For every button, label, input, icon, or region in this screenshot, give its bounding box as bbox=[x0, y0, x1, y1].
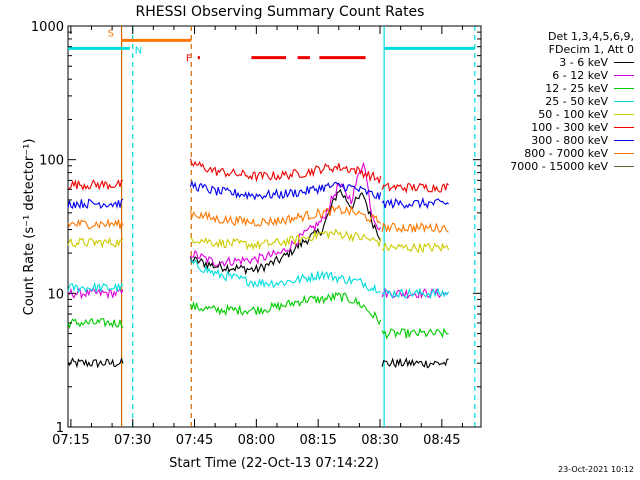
legend-swatch bbox=[614, 75, 634, 76]
series-line bbox=[67, 317, 124, 330]
series-line bbox=[381, 287, 450, 300]
series-line bbox=[381, 357, 449, 369]
flag-label-s: S bbox=[108, 28, 114, 39]
series-line bbox=[381, 327, 449, 340]
legend-swatch bbox=[614, 166, 634, 167]
flag-bars: S N F bbox=[68, 28, 475, 65]
legend-entry-label: 3 - 6 keV bbox=[559, 56, 608, 69]
legend-entry-label: 7000 - 15000 keV bbox=[510, 160, 608, 173]
legend-header-detectors: Det 1,3,4,5,6,9, bbox=[547, 30, 634, 43]
series-line bbox=[67, 281, 124, 294]
y-tick-label: 10 bbox=[47, 287, 64, 302]
series-line bbox=[189, 228, 382, 251]
series-line bbox=[67, 236, 124, 250]
series-line bbox=[67, 287, 124, 300]
legend-entry: 12 - 25 keV bbox=[464, 82, 634, 95]
series-line bbox=[67, 198, 124, 210]
x-tick-label: 08:30 bbox=[361, 433, 398, 448]
series-line bbox=[189, 204, 382, 227]
x-tick-label: 07:15 bbox=[52, 433, 89, 448]
vertical-markers bbox=[120, 26, 476, 427]
plot-frame bbox=[67, 25, 482, 428]
legend-entry: 25 - 50 keV bbox=[464, 95, 634, 108]
legend-entry-label: 300 - 800 keV bbox=[531, 134, 608, 147]
legend-entry: 6 - 12 keV bbox=[464, 69, 634, 82]
series-line bbox=[189, 291, 382, 326]
x-tick-label: 07:30 bbox=[114, 433, 151, 448]
series-line bbox=[381, 241, 450, 254]
legend-entry: 100 - 300 keV bbox=[464, 121, 634, 134]
legend-entry: 300 - 800 keV bbox=[464, 134, 634, 147]
x-tick-label: 08:15 bbox=[299, 433, 336, 448]
legend-entry-label: 6 - 12 keV bbox=[552, 69, 608, 82]
series-line bbox=[67, 217, 124, 230]
series-lines bbox=[67, 158, 450, 369]
x-tick-label: 08:00 bbox=[238, 433, 275, 448]
legend-entry-label: 800 - 7000 keV bbox=[524, 147, 608, 160]
legend-swatch bbox=[614, 101, 634, 102]
legend: Det 1,3,4,5,6,9, FDecim 1, Att 0 3 - 6 k… bbox=[464, 30, 634, 173]
legend-swatch bbox=[614, 140, 634, 141]
y-tick-label: 1000 bbox=[31, 20, 64, 35]
legend-entry: 50 - 100 keV bbox=[464, 108, 634, 121]
series-line bbox=[381, 182, 449, 194]
legend-swatch bbox=[614, 62, 634, 63]
legend-entry: 3 - 6 keV bbox=[464, 56, 634, 69]
x-tick-label: 08:45 bbox=[423, 433, 460, 448]
x-tick-label: 07:45 bbox=[176, 433, 213, 448]
y-axis: 1 10 100 1000 bbox=[31, 20, 481, 436]
y-tick-label: 100 bbox=[39, 154, 64, 169]
series-line bbox=[67, 179, 124, 191]
flag-label-f: F bbox=[186, 54, 192, 65]
legend-entry: 7000 - 15000 keV bbox=[464, 160, 634, 173]
legend-entry-label: 100 - 300 keV bbox=[531, 121, 608, 134]
legend-swatch bbox=[614, 153, 634, 154]
y-tick-label: 1 bbox=[56, 421, 64, 436]
legend-header-decimation: FDecim 1, Att 0 bbox=[548, 43, 634, 56]
series-line bbox=[381, 222, 449, 234]
y-axis-label: Count Rate (s⁻¹ detector⁻¹) bbox=[22, 139, 37, 316]
legend-entry-label: 50 - 100 keV bbox=[538, 108, 608, 121]
series-line bbox=[381, 196, 449, 210]
legend-swatch bbox=[614, 127, 634, 128]
chart-title: RHESSI Observing Summary Count Rates bbox=[136, 4, 425, 20]
legend-entry-label: 12 - 25 keV bbox=[545, 82, 608, 95]
series-line bbox=[190, 161, 382, 268]
x-axis-label: Start Time (22-Oct-13 07:14:22) bbox=[169, 456, 379, 471]
footer-timestamp: 23-Oct-2021 10:12 bbox=[558, 465, 634, 474]
series-line bbox=[189, 188, 382, 276]
series-line bbox=[189, 158, 382, 184]
series-line bbox=[67, 357, 124, 369]
legend-entry-label: 25 - 50 keV bbox=[545, 95, 608, 108]
series-line bbox=[189, 180, 382, 201]
flag-label-n: N bbox=[135, 45, 142, 56]
legend-swatch bbox=[614, 88, 634, 89]
legend-swatch bbox=[614, 114, 634, 115]
series-line bbox=[190, 259, 381, 294]
legend-entry: 800 - 7000 keV bbox=[464, 147, 634, 160]
x-axis: 07:15 07:30 07:45 08:00 08:15 08:30 08:45 bbox=[52, 26, 463, 448]
